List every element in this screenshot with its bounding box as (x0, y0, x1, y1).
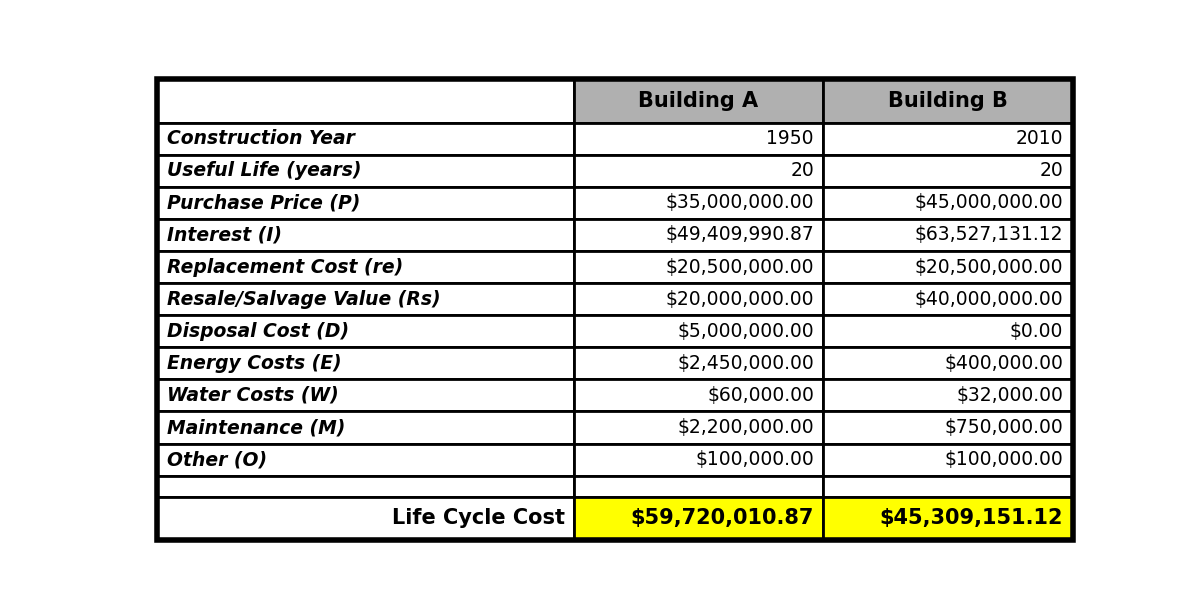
Bar (574, 187, 823, 219)
Text: 20: 20 (1039, 161, 1063, 180)
Bar (823, 476, 1073, 497)
Bar (157, 219, 574, 251)
Bar (574, 348, 823, 379)
Text: $100,000.00: $100,000.00 (944, 450, 1063, 469)
Bar (157, 283, 574, 315)
Text: $59,720,010.87: $59,720,010.87 (630, 508, 814, 528)
Bar (574, 411, 823, 444)
Bar (157, 444, 574, 476)
Bar (574, 219, 823, 251)
Bar (157, 123, 574, 154)
Text: $5,000,000.00: $5,000,000.00 (677, 322, 814, 341)
Bar (823, 154, 1073, 187)
Text: $45,309,151.12: $45,309,151.12 (880, 508, 1063, 528)
Bar (574, 315, 823, 348)
Bar (823, 251, 1073, 283)
Text: $750,000.00: $750,000.00 (944, 418, 1063, 437)
Bar (823, 348, 1073, 379)
Text: Other (O): Other (O) (167, 450, 266, 469)
Bar (574, 123, 823, 154)
Bar (823, 497, 1073, 540)
Text: $45,000,000.00: $45,000,000.00 (914, 193, 1063, 212)
Text: Life Cycle Cost: Life Cycle Cost (391, 508, 564, 528)
Text: $35,000,000.00: $35,000,000.00 (665, 193, 814, 212)
Bar (823, 219, 1073, 251)
Text: $40,000,000.00: $40,000,000.00 (914, 289, 1063, 308)
Bar (574, 379, 823, 411)
Text: $49,409,990.87: $49,409,990.87 (665, 226, 814, 245)
Text: $100,000.00: $100,000.00 (695, 450, 814, 469)
Bar (157, 79, 574, 123)
Bar (574, 283, 823, 315)
Bar (574, 497, 823, 540)
Text: $63,527,131.12: $63,527,131.12 (914, 226, 1063, 245)
Bar (157, 411, 574, 444)
Bar (157, 154, 574, 187)
Text: $20,500,000.00: $20,500,000.00 (665, 257, 814, 276)
Text: $60,000.00: $60,000.00 (707, 386, 814, 405)
Text: 2010: 2010 (1015, 129, 1063, 148)
Text: Purchase Price (P): Purchase Price (P) (167, 193, 360, 212)
Text: Resale/Salvage Value (Rs): Resale/Salvage Value (Rs) (167, 289, 440, 308)
Text: $32,000.00: $32,000.00 (956, 386, 1063, 405)
Text: $20,000,000.00: $20,000,000.00 (665, 289, 814, 308)
Text: Building B: Building B (888, 91, 1008, 111)
Text: Construction Year: Construction Year (167, 129, 355, 148)
Text: Useful Life (years): Useful Life (years) (167, 161, 361, 180)
Bar (823, 79, 1073, 123)
Bar (823, 187, 1073, 219)
Text: $20,500,000.00: $20,500,000.00 (914, 257, 1063, 276)
Bar (823, 444, 1073, 476)
Text: Energy Costs (E): Energy Costs (E) (167, 354, 341, 373)
Bar (157, 251, 574, 283)
Bar (157, 187, 574, 219)
Bar (157, 348, 574, 379)
Bar (823, 379, 1073, 411)
Text: Water Costs (W): Water Costs (W) (167, 386, 338, 405)
Text: $400,000.00: $400,000.00 (944, 354, 1063, 373)
Bar (823, 411, 1073, 444)
Bar (574, 476, 823, 497)
Bar (574, 79, 823, 123)
Bar (574, 251, 823, 283)
Text: $2,200,000.00: $2,200,000.00 (677, 418, 814, 437)
Text: 1950: 1950 (767, 129, 814, 148)
Bar (157, 379, 574, 411)
Text: Disposal Cost (D): Disposal Cost (D) (167, 322, 349, 341)
Bar (157, 497, 574, 540)
Bar (823, 123, 1073, 154)
Bar (823, 315, 1073, 348)
Text: Interest (I): Interest (I) (167, 226, 282, 245)
Text: $0.00: $0.00 (1010, 322, 1063, 341)
Bar (574, 154, 823, 187)
Text: $2,450,000.00: $2,450,000.00 (677, 354, 814, 373)
Text: Building A: Building A (638, 91, 758, 111)
Text: 20: 20 (790, 161, 814, 180)
Text: Replacement Cost (re): Replacement Cost (re) (167, 257, 403, 276)
Text: Maintenance (M): Maintenance (M) (167, 418, 346, 437)
Bar (157, 476, 574, 497)
Bar (574, 444, 823, 476)
Bar (823, 283, 1073, 315)
Bar (157, 315, 574, 348)
